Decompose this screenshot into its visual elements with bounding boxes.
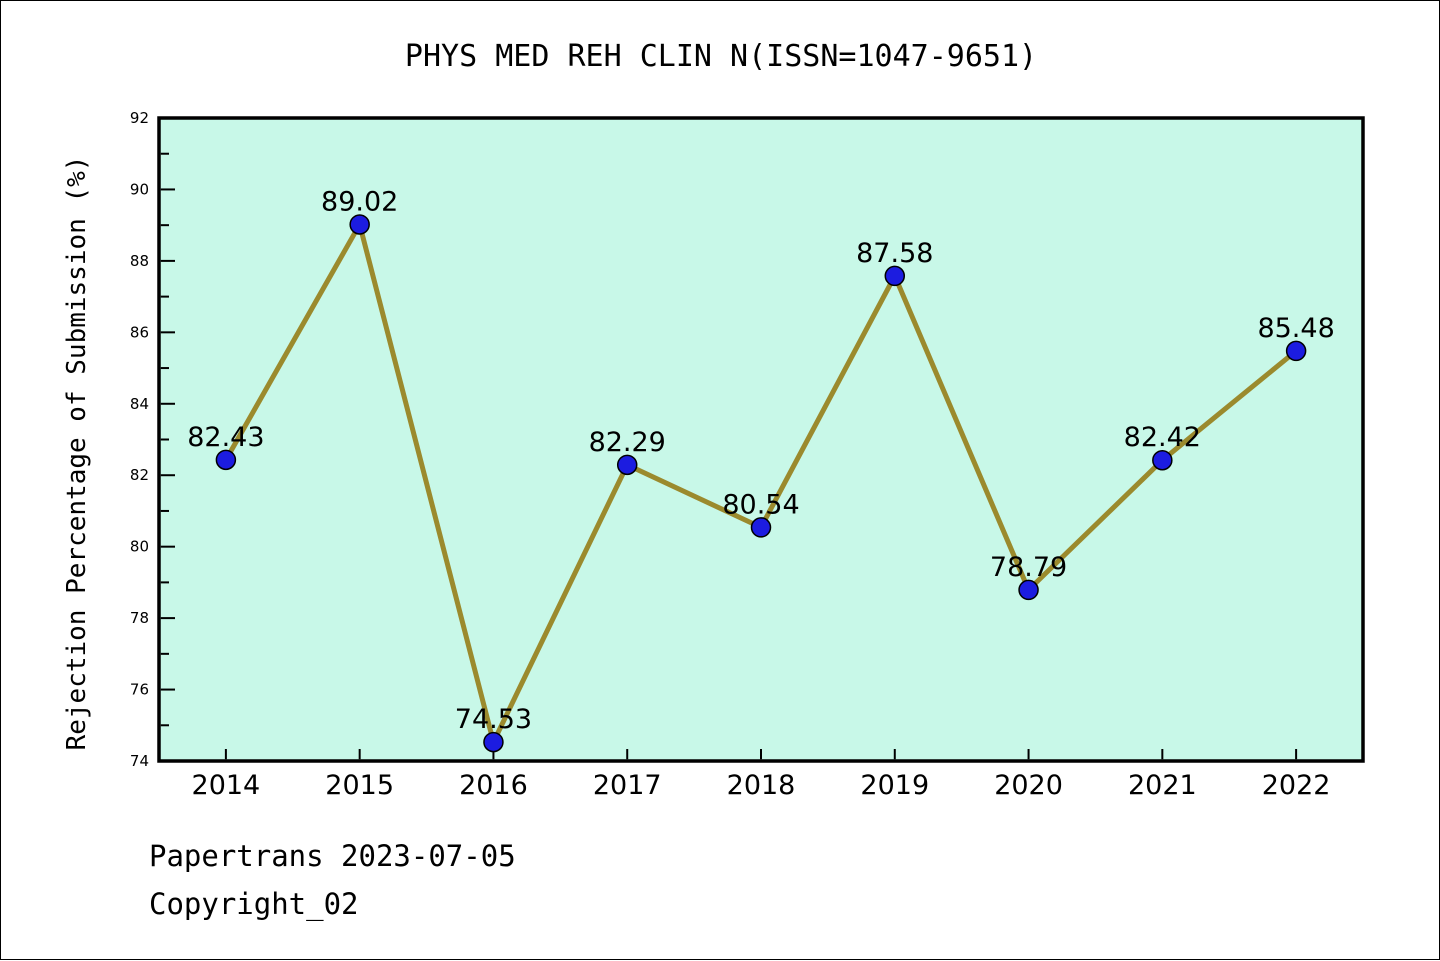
x-tick-label: 2017 xyxy=(593,770,662,801)
y-tick-label: 92 xyxy=(130,109,149,127)
y-tick-label: 88 xyxy=(130,252,149,270)
y-tick-label: 84 xyxy=(130,395,149,413)
x-tick-label: 2016 xyxy=(459,770,528,801)
data-point xyxy=(884,265,906,287)
data-point xyxy=(616,454,638,476)
x-tick-label: 2020 xyxy=(994,770,1063,801)
chart-title: PHYS MED REH CLIN N(ISSN=1047-9651) xyxy=(404,39,1038,74)
footer-copyright: Copyright_02 xyxy=(149,887,359,921)
x-tick-label: 2015 xyxy=(325,770,394,801)
data-point xyxy=(1285,340,1307,362)
data-point xyxy=(215,449,237,471)
x-tick-label: 2014 xyxy=(192,770,261,801)
x-tick-label: 2021 xyxy=(1128,770,1197,801)
y-tick-label: 80 xyxy=(130,538,149,556)
data-point xyxy=(1152,449,1173,471)
y-tick-label: 82 xyxy=(130,466,149,484)
x-tick-label: 2022 xyxy=(1262,770,1331,801)
data-point xyxy=(1018,579,1039,601)
data-point-label: 82.43 xyxy=(187,422,264,453)
data-point-label: 78.79 xyxy=(990,552,1067,583)
y-tick-label: 76 xyxy=(130,681,149,699)
y-tick-label: 74 xyxy=(130,752,149,770)
data-point-label: 80.54 xyxy=(722,489,799,520)
x-tick-label: 2019 xyxy=(860,770,929,801)
data-point-label: 85.48 xyxy=(1257,313,1334,344)
data-point-label: 82.42 xyxy=(1124,422,1201,453)
data-point-label: 82.29 xyxy=(589,427,666,458)
x-tick-label: 2018 xyxy=(727,770,796,801)
data-point xyxy=(483,731,504,753)
footer-source-date: Papertrans 2023-07-05 xyxy=(149,839,516,873)
data-point-label: 74.53 xyxy=(455,704,532,735)
y-tick-label: 90 xyxy=(130,180,149,198)
y-tick-label: 86 xyxy=(130,323,149,341)
data-point-label: 89.02 xyxy=(321,186,398,217)
data-point xyxy=(349,214,370,235)
y-tick-label: 78 xyxy=(130,609,149,627)
data-point xyxy=(750,517,772,538)
data-point-label: 87.58 xyxy=(856,238,933,269)
